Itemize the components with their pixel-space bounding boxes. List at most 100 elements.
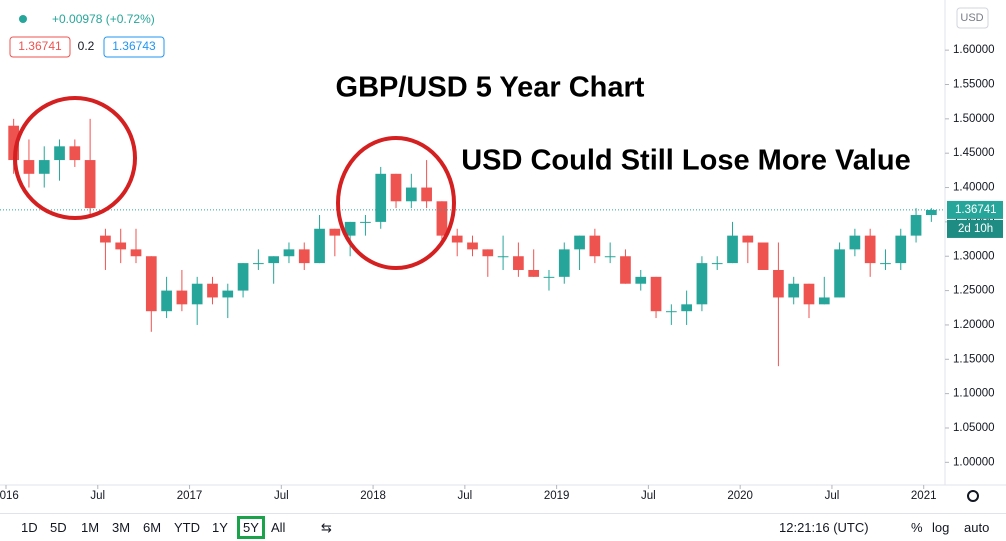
- x-tick-label: 2021: [911, 490, 937, 502]
- range-button[interactable]: 6M: [143, 520, 162, 535]
- percent-toggle[interactable]: %: [911, 520, 923, 535]
- candle-body: [727, 235, 738, 264]
- candle-body: [222, 290, 234, 298]
- price-change: +0.00978 (+0.72%): [52, 12, 155, 26]
- range-button[interactable]: 1Y: [212, 520, 228, 535]
- y-tick-label: 1.10000: [953, 388, 995, 400]
- candle-body: [803, 283, 815, 305]
- compare-icon[interactable]: ⇆: [321, 520, 332, 535]
- y-tick-label: 1.40000: [953, 182, 995, 194]
- candle-body: [788, 283, 800, 298]
- candle-body: [711, 263, 723, 265]
- candle-body: [375, 173, 387, 222]
- countdown: 2d 10h: [958, 223, 993, 235]
- candle-body: [421, 187, 432, 202]
- x-tick-label: 2020: [727, 490, 753, 502]
- log-toggle[interactable]: log: [932, 520, 950, 535]
- last-price-box: [947, 200, 1003, 219]
- settings-icon[interactable]: [967, 490, 979, 502]
- candle-body: [451, 235, 463, 243]
- candle-body: [849, 235, 861, 250]
- candle-body: [161, 290, 172, 312]
- candle-body: [314, 228, 325, 264]
- y-tick-label: 1.00000: [953, 456, 995, 468]
- ask-box[interactable]: [103, 36, 165, 58]
- candle-body: [436, 201, 448, 236]
- range-button[interactable]: 3M: [112, 520, 131, 535]
- candle-body: [604, 256, 616, 258]
- candle-body: [574, 235, 585, 250]
- x-tick-label: Jul: [641, 490, 656, 502]
- range-button[interactable]: YTD: [174, 520, 200, 535]
- y-tick-label: 1.50000: [953, 113, 995, 125]
- currency: USD: [960, 12, 983, 24]
- ask-price: 1.36743: [112, 39, 156, 53]
- candle-body: [925, 209, 937, 216]
- auto-toggle[interactable]: auto: [964, 520, 990, 535]
- y-tick-label: 1.25000: [953, 285, 995, 297]
- y-tick-label: 1.20000: [953, 319, 995, 331]
- candle-body: [54, 146, 65, 161]
- bid-box[interactable]: [9, 36, 71, 58]
- y-tick-label: 1.15000: [953, 353, 995, 365]
- candle-body: [773, 269, 784, 298]
- candle-body: [834, 249, 845, 298]
- y-tick-label: 1.30000: [953, 250, 995, 262]
- highlight-circle: [336, 136, 456, 270]
- candle-body: [910, 215, 922, 236]
- x-tick-label: 2017: [177, 490, 203, 502]
- candle-body: [665, 311, 677, 313]
- range-button[interactable]: 5D: [50, 520, 67, 535]
- range-button[interactable]: 5Y: [237, 516, 265, 539]
- candle-body: [344, 221, 356, 236]
- candle-body: [390, 173, 402, 202]
- candle-body: [650, 276, 662, 312]
- candle-body: [558, 249, 570, 277]
- range-button[interactable]: 1M: [81, 520, 100, 535]
- x-tick-label: Jul: [825, 490, 840, 502]
- candle-body: [298, 249, 310, 264]
- candle-body: [543, 276, 555, 278]
- candle-body: [176, 290, 188, 305]
- candle-body: [620, 256, 631, 284]
- x-tick-label: 2019: [544, 490, 570, 502]
- y-tick-label: 1.60000: [953, 44, 995, 56]
- candle-body: [69, 146, 81, 161]
- y-tick-label: 1.55000: [953, 79, 995, 91]
- clock: 12:21:16 (UTC): [779, 520, 869, 535]
- highlight-circle: [13, 96, 137, 220]
- x-tick-label: 2018: [360, 490, 386, 502]
- candle-body: [253, 263, 264, 265]
- candle-body: [467, 242, 478, 250]
- candle-body: [589, 235, 601, 257]
- candle-body: [8, 125, 20, 161]
- bid-price: 1.36741: [18, 39, 62, 53]
- candle-body: [497, 256, 509, 258]
- candle-body: [38, 160, 50, 174]
- candle-body: [513, 256, 524, 270]
- spread: 0.2: [78, 39, 95, 53]
- currency-box[interactable]: [956, 7, 989, 29]
- chart-title: GBP/USD 5 Year Chart: [336, 72, 645, 104]
- candle-body: [329, 228, 341, 236]
- x-tick-label: Jul: [458, 490, 473, 502]
- y-tick-label: 1.05000: [953, 422, 995, 434]
- y-tick-label: 1.45000: [953, 147, 995, 159]
- chart: +0.00978 (+0.72%) 1.36741 0.2 1.36743 US…: [0, 0, 1006, 502]
- x-tick-label: Jul: [274, 490, 289, 502]
- candle-body: [528, 269, 540, 277]
- range-button[interactable]: All: [271, 520, 286, 535]
- countdown-box: [947, 219, 1003, 238]
- candle-body: [268, 256, 280, 264]
- candle-body: [283, 249, 295, 257]
- candle-body: [482, 249, 494, 257]
- candle-body: [696, 263, 708, 305]
- toolbar: % log auto 12:21:16 (UTC) ⇆ 1D 5D 1M 3M 6M YT…: [0, 513, 1006, 541]
- candle-body: [360, 221, 371, 223]
- range-button[interactable]: 1D: [21, 520, 38, 535]
- candle-body: [681, 304, 692, 312]
- candle-body: [100, 235, 111, 243]
- x-tick-label: 2016: [0, 490, 19, 502]
- candle-body: [635, 276, 647, 284]
